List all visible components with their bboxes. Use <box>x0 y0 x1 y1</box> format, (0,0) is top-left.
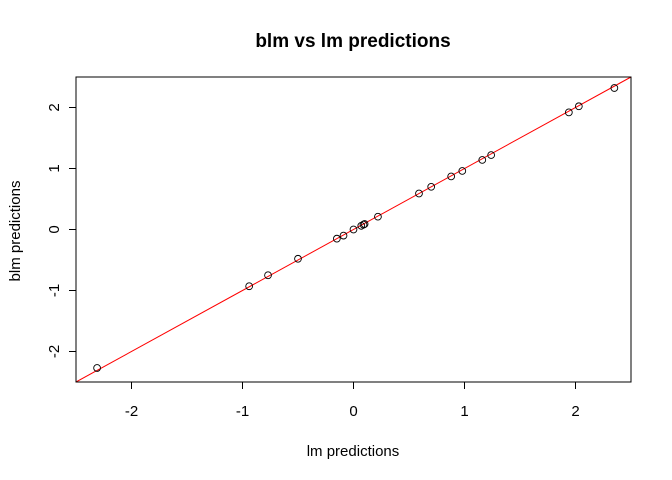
data-point <box>478 156 487 164</box>
data-point <box>610 84 619 92</box>
data-point <box>564 108 573 117</box>
x-tick-label: -2 <box>125 403 138 420</box>
plot-area <box>75 76 632 383</box>
x-tick-label: -1 <box>236 403 249 420</box>
data-points <box>93 84 619 372</box>
x-tick-label: 2 <box>571 403 579 420</box>
data-point <box>374 212 382 221</box>
data-point <box>574 102 583 111</box>
data-point <box>487 151 495 159</box>
data-point <box>93 364 101 372</box>
data-point <box>294 254 302 263</box>
data-point <box>333 234 341 243</box>
y-tick-label: -2 <box>46 345 63 358</box>
reference-line <box>75 76 632 383</box>
y-tick-label: -1 <box>46 284 63 297</box>
data-point <box>245 282 254 291</box>
data-point <box>415 189 423 198</box>
y-axis-label: blm predictions <box>7 181 24 282</box>
y-tick-label: 0 <box>46 225 63 233</box>
x-axis: -2 -1 0 1 2 <box>125 381 580 420</box>
y-tick-label: 2 <box>46 103 63 111</box>
x-tick-label: 1 <box>460 403 468 420</box>
x-tick-label: 0 <box>349 403 357 420</box>
y-axis: -2 -1 0 1 2 <box>46 103 77 358</box>
chart-title: blm vs lm predictions <box>255 31 450 52</box>
data-point <box>349 225 358 234</box>
data-point <box>427 182 436 191</box>
data-point <box>360 220 369 228</box>
data-point <box>264 271 272 280</box>
data-point <box>339 231 348 240</box>
x-axis-label: lm predictions <box>307 443 400 460</box>
data-point <box>359 220 368 229</box>
y-tick-label: 1 <box>46 164 63 172</box>
data-point <box>447 172 456 181</box>
data-point <box>458 167 467 175</box>
